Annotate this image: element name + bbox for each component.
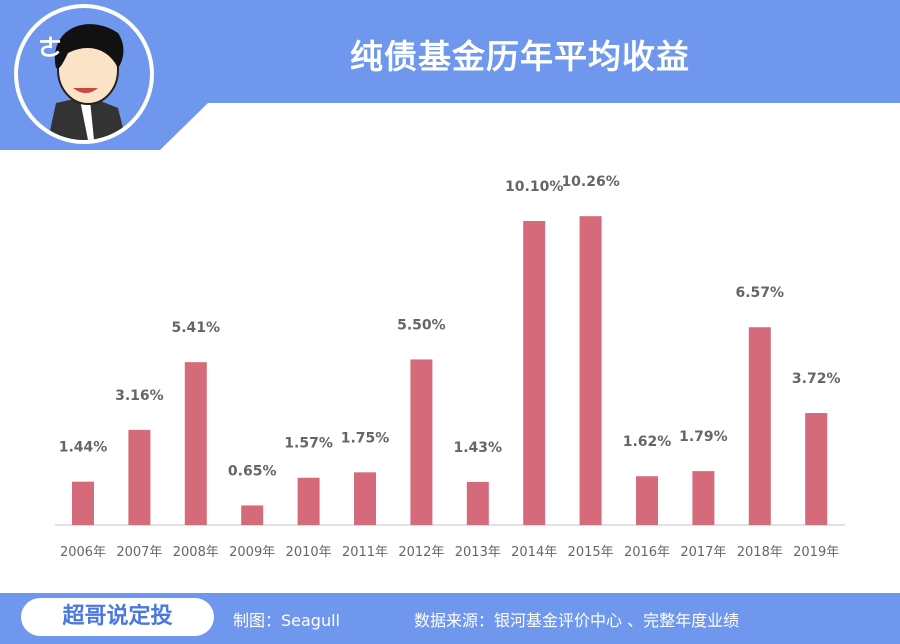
bar-2017 bbox=[692, 471, 715, 525]
svg-text:ㄜ: ㄜ bbox=[38, 34, 62, 62]
cartoon-avatar: ㄜ bbox=[14, 4, 154, 144]
x-tick-label: 2019年 bbox=[793, 545, 839, 560]
data-label: 5.50% bbox=[397, 317, 446, 333]
bar-2010 bbox=[297, 477, 320, 525]
bar-2011 bbox=[354, 472, 376, 525]
x-tick-label: 2015年 bbox=[568, 545, 614, 560]
data-label: 1.57% bbox=[284, 436, 333, 452]
x-tick-label: 2012年 bbox=[398, 545, 444, 560]
data-label: 10.10% bbox=[505, 179, 563, 195]
brand-logo: 超哥说定投 bbox=[21, 598, 214, 636]
data-source: 数据来源：银河基金评价中心 、完整年度业绩 bbox=[414, 611, 740, 630]
bar-2009 bbox=[241, 505, 264, 525]
bar-2008 bbox=[184, 362, 207, 525]
x-tick-label: 2008年 bbox=[173, 545, 219, 560]
bar-2007 bbox=[128, 429, 151, 525]
x-tick-label: 2006年 bbox=[60, 545, 106, 560]
data-label: 3.72% bbox=[792, 371, 841, 387]
x-tick-label: 2017年 bbox=[680, 545, 726, 560]
data-label: 1.62% bbox=[623, 434, 672, 450]
author-credit: 制图：Seagull bbox=[233, 611, 340, 630]
bar-2019 bbox=[805, 413, 828, 525]
header-background bbox=[0, 0, 900, 150]
data-label: 10.26% bbox=[561, 174, 619, 190]
data-label: 3.16% bbox=[115, 388, 164, 404]
header-banner: ㄜ 纯债基金历年平均收益 bbox=[0, 0, 900, 150]
bar-2013 bbox=[466, 481, 489, 525]
bar-2006 bbox=[72, 481, 94, 525]
bar-chart: 1.44% 2006年 3.16% 2007年 5.41% 2008年 0.65% 2009年… bbox=[55, 174, 845, 560]
x-tick-label: 2007年 bbox=[116, 545, 162, 560]
bar-2016 bbox=[636, 476, 658, 525]
data-label: 1.43% bbox=[454, 440, 503, 456]
x-tick-label: 2016年 bbox=[624, 545, 670, 560]
bar-2015 bbox=[579, 216, 602, 525]
x-tick-label: 2013年 bbox=[455, 545, 501, 560]
data-label: 1.75% bbox=[341, 430, 390, 446]
data-label: 1.79% bbox=[679, 429, 728, 445]
x-tick-label: 2011年 bbox=[342, 545, 388, 560]
x-tick-label: 2009年 bbox=[229, 545, 275, 560]
data-label: 6.57% bbox=[736, 285, 785, 301]
x-tick-label: 2018年 bbox=[737, 545, 783, 560]
bar-2012 bbox=[410, 359, 433, 525]
data-label: 5.41% bbox=[172, 320, 221, 336]
x-tick-label: 2014年 bbox=[511, 545, 557, 560]
data-label: 0.65% bbox=[228, 463, 277, 479]
page-title: 纯债基金历年平均收益 bbox=[350, 37, 690, 76]
bar-2014 bbox=[523, 220, 546, 525]
bar-2018 bbox=[748, 327, 771, 525]
footer-banner: 超哥说定投 制图：Seagull 数据来源：银河基金评价中心 、完整年度业绩 bbox=[0, 593, 900, 644]
data-label: 1.44% bbox=[59, 440, 108, 456]
x-tick-label: 2010年 bbox=[286, 545, 332, 560]
